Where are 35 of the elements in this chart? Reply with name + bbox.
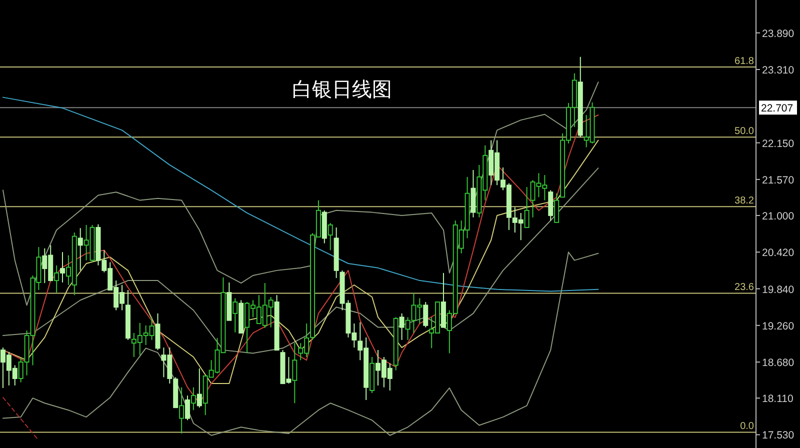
candlestick (548, 190, 554, 222)
candlestick (60, 252, 66, 283)
annotation: 0.0 (740, 421, 754, 432)
annotation: 50.0 (734, 126, 754, 138)
y-tick-label: 17.530 (762, 430, 794, 442)
y-tick-label: 18.110 (762, 393, 794, 406)
annotation: 23.6 (734, 282, 754, 294)
y-tick-label: 22.150 (762, 138, 794, 150)
candlestick (292, 342, 298, 404)
y-tick-label: 21.570 (762, 174, 794, 186)
line-series (2, 252, 599, 436)
candlestick (328, 222, 333, 251)
candlestick (185, 395, 190, 421)
candlestick (190, 386, 196, 411)
candlestick (54, 264, 60, 294)
text: 白银日线图 (292, 79, 392, 101)
ref-line-label: 22.707 (761, 102, 794, 115)
candlestick (554, 192, 560, 223)
y-tick-label: 20.420 (762, 247, 794, 260)
annotation: 61.8 (734, 56, 754, 67)
candlestick (196, 368, 202, 408)
candlestick (179, 386, 184, 434)
y-tick-label: 18.680 (762, 357, 794, 370)
y-tick-label: 19.260 (762, 320, 794, 332)
line-series (2, 168, 599, 354)
y-tick-label: 23.890 (762, 28, 794, 40)
candlestick (232, 298, 238, 333)
candlestick (524, 186, 530, 228)
y-tick-label: 23.310 (762, 64, 794, 77)
y-tick-label: 19.840 (762, 284, 794, 296)
y-tick-label: 21.000 (762, 210, 794, 222)
annotation: 38.2 (734, 196, 754, 207)
candlestick (423, 302, 428, 328)
candlestick (78, 228, 83, 271)
candlestick (399, 312, 404, 340)
